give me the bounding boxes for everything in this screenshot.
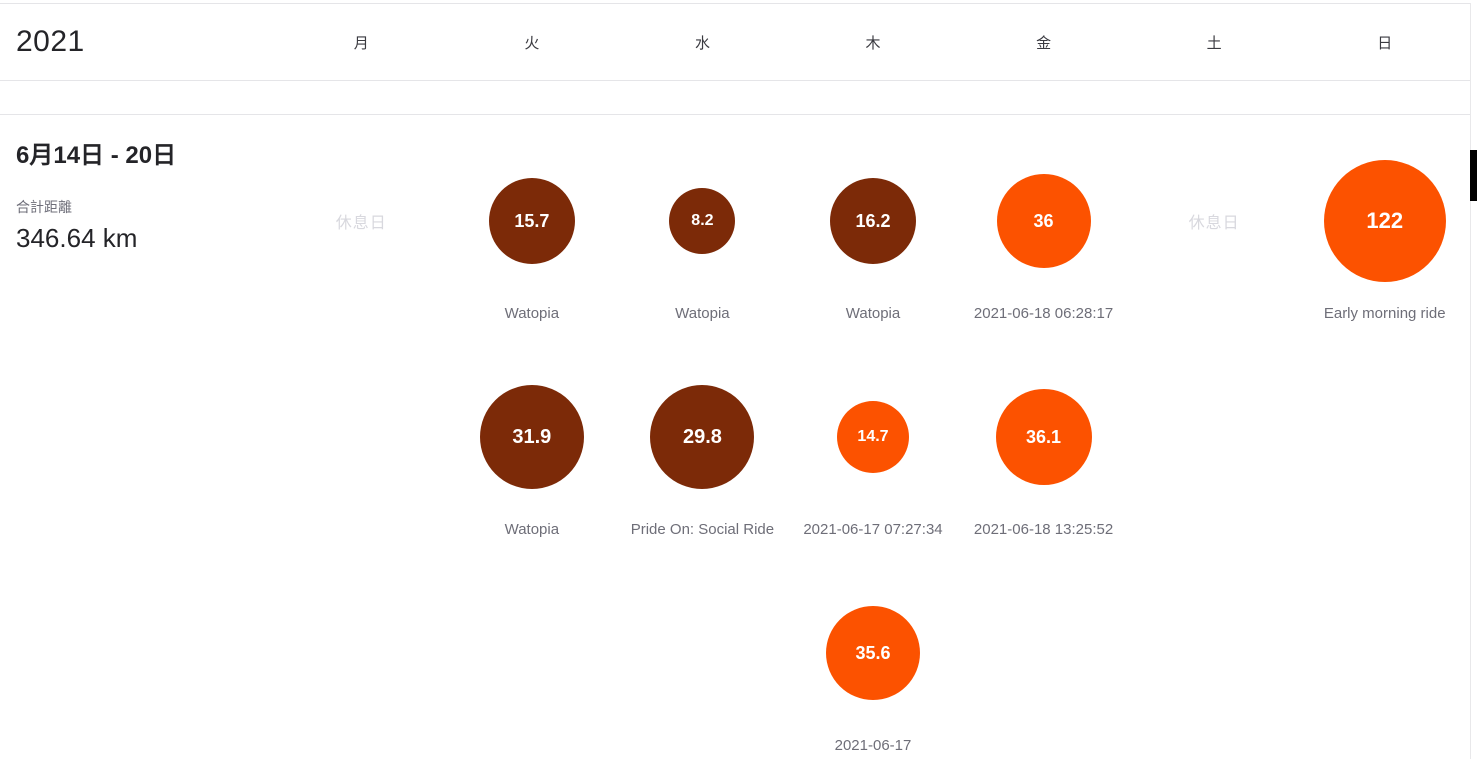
weekday-header-sun: 日 bbox=[1377, 34, 1393, 52]
activity-label[interactable]: Early morning ride bbox=[1323, 305, 1446, 322]
activity-bubble[interactable]: 31.9 bbox=[479, 385, 584, 489]
activity-bubble[interactable]: 36 bbox=[996, 174, 1091, 268]
activity-label[interactable]: 2021-06-18 06:28:17 bbox=[973, 305, 1114, 322]
activity-label[interactable]: Watopia bbox=[675, 305, 730, 322]
rest-day-label: 休息日 bbox=[1188, 215, 1240, 232]
activity-bubble[interactable]: 35.6 bbox=[826, 606, 920, 700]
weekday-header-wed: 水 bbox=[694, 34, 710, 52]
activity-distance: 8.2 bbox=[691, 212, 714, 229]
activity-distance: 122 bbox=[1366, 208, 1404, 233]
activity-distance: 36 bbox=[1033, 210, 1054, 231]
activity-distance: 14.7 bbox=[857, 428, 889, 445]
activity-distance: 31.9 bbox=[512, 425, 552, 448]
activity-bubble[interactable]: 14.7 bbox=[837, 401, 909, 473]
activity-distance: 29.8 bbox=[682, 425, 722, 448]
activity-label[interactable]: Pride On: Social Ride bbox=[630, 521, 775, 538]
weekday-header-sat: 土 bbox=[1206, 34, 1222, 52]
total-distance-value: 346.64 km bbox=[16, 223, 138, 253]
calendar-header: 2021 月 火 水 木 金 土 日 bbox=[0, 3, 1470, 81]
week-title: 6月14日 - 20日 bbox=[16, 142, 177, 169]
activity-distance: 36.1 bbox=[1026, 426, 1062, 447]
activity-distance: 16.2 bbox=[855, 210, 891, 231]
activity-bubble[interactable]: 15.7 bbox=[488, 178, 575, 264]
activity-label[interactable]: 2021-06-17 bbox=[834, 737, 912, 754]
activity-distance: 35.6 bbox=[855, 642, 891, 663]
training-log-page: 2021 月 火 水 木 金 土 日 6月14日 - 20日 合計距離 346.… bbox=[0, 3, 1470, 757]
activity-bubble[interactable]: 36.1 bbox=[995, 389, 1092, 485]
activity-bubble[interactable]: 8.2 bbox=[669, 188, 736, 254]
year-label: 2021 bbox=[16, 25, 85, 58]
rest-day-label: 休息日 bbox=[335, 215, 387, 232]
total-distance-label: 合計距離 bbox=[16, 199, 72, 215]
activity-label[interactable]: 2021-06-18 13:25:52 bbox=[973, 521, 1114, 538]
activity-distance: 15.7 bbox=[514, 210, 550, 231]
weekday-header-fri: 金 bbox=[1036, 34, 1052, 52]
activity-bubble[interactable]: 16.2 bbox=[830, 178, 916, 264]
week-info-panel: 6月14日 - 20日 合計距離 346.64 km bbox=[16, 142, 266, 253]
week-section: 6月14日 - 20日 合計距離 346.64 km 休息日 15.7 Watopi… bbox=[0, 114, 1470, 757]
weekday-header-thu: 木 bbox=[865, 34, 881, 52]
activity-bubble[interactable]: 122 bbox=[1323, 160, 1446, 282]
activity-label[interactable]: Watopia bbox=[504, 521, 560, 538]
activity-bubble[interactable]: 29.8 bbox=[650, 385, 755, 489]
activity-label[interactable]: Watopia bbox=[504, 305, 560, 322]
scrollbar[interactable] bbox=[1470, 3, 1477, 759]
weekday-header-mon: 月 bbox=[353, 34, 369, 52]
weekday-header-tue: 火 bbox=[524, 34, 540, 52]
activity-label[interactable]: Watopia bbox=[845, 305, 901, 322]
activity-label[interactable]: 2021-06-17 07:27:34 bbox=[803, 521, 943, 538]
scrollbar-thumb[interactable] bbox=[1470, 150, 1477, 201]
